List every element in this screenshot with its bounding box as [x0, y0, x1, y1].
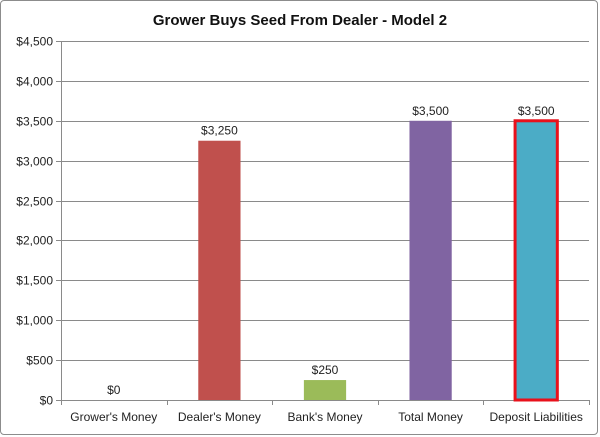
y-axis-ticks: $0 $500 $1,000 $1,500 $2,000 $2,500 $3,000 $3,5… [16, 35, 61, 408]
y-tick-label: $500 [26, 354, 53, 368]
y-tick-label: $4,500 [16, 35, 53, 49]
y-tick-label: $3,000 [16, 155, 53, 169]
bar-bank-s-money [303, 380, 347, 400]
y-tick-label: $3,500 [16, 115, 53, 129]
data-label: $3,500 [518, 104, 555, 118]
gridlines [61, 41, 589, 361]
y-tick-label: $4,000 [16, 75, 53, 89]
bar-deposit-liabilities [513, 119, 559, 402]
category-label: Total Money [398, 410, 463, 424]
category-label: Deposit Liabilities [490, 410, 583, 424]
data-labels: $0 $3,250 $250 $3,500 $3,500 [107, 104, 555, 397]
y-tick-label: $2,000 [16, 234, 53, 248]
y-tick-label: $0 [40, 394, 54, 408]
data-label: $3,500 [412, 104, 449, 118]
y-tick-label: $1,500 [16, 274, 53, 288]
bar-total-money [409, 120, 452, 401]
data-label: $0 [107, 383, 121, 397]
y-tick-label: $1,000 [16, 314, 53, 328]
category-label: Bank's Money [288, 410, 363, 424]
x-axis-categories: Grower's Money Dealer's Money Bank's Money… [70, 410, 583, 424]
y-tick-label: $2,500 [16, 195, 53, 209]
data-label: $250 [312, 363, 339, 377]
chart-title: Grower Buys Seed From Dealer - Model 2 [153, 12, 447, 29]
data-label: $3,250 [201, 124, 238, 138]
bar-dealer-s-money [198, 140, 241, 400]
bars [198, 119, 559, 402]
category-label: Grower's Money [70, 410, 157, 424]
category-label: Dealer's Money [178, 410, 261, 424]
axes [61, 41, 590, 405]
